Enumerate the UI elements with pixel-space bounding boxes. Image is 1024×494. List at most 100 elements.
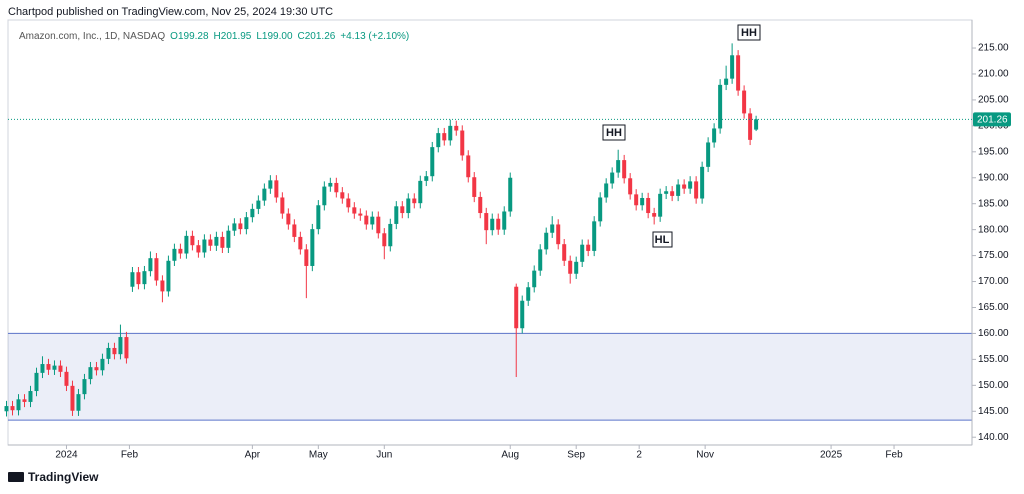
candle-body <box>166 260 171 292</box>
candle-body <box>388 223 393 247</box>
x-tick-label: May <box>309 450 328 461</box>
candle-body <box>262 188 267 201</box>
candle-body <box>424 176 429 181</box>
candle-body <box>742 90 747 114</box>
annotation-label: HH <box>606 127 622 139</box>
candle-body <box>370 216 375 225</box>
x-tick-label: 2 <box>636 450 642 461</box>
candle-body <box>688 181 693 189</box>
candle-body <box>16 399 21 411</box>
candle-body <box>70 385 75 411</box>
candle-body <box>256 200 261 209</box>
candle-body <box>658 193 663 217</box>
candle-body <box>382 233 387 247</box>
y-tick-label: 205.00 <box>978 95 1009 106</box>
candle-body <box>568 260 573 274</box>
candle-body <box>244 217 249 230</box>
candle-body <box>106 347 111 359</box>
candle-body <box>316 205 321 230</box>
candle-body <box>232 223 237 231</box>
x-tick-label: Sep <box>567 450 585 461</box>
y-tick-label: 180.00 <box>978 224 1009 235</box>
last-price-box <box>973 112 1011 127</box>
candle-body <box>154 258 159 281</box>
y-tick-label: 150.00 <box>978 380 1009 391</box>
candle-body <box>178 248 183 254</box>
candle-body <box>754 119 759 130</box>
candle-body <box>478 196 483 214</box>
candle-body <box>610 172 615 184</box>
y-tick-label: 165.00 <box>978 302 1009 313</box>
candle-body <box>160 280 165 292</box>
candle-body <box>574 261 579 274</box>
candle-body <box>304 249 309 266</box>
candle-body <box>46 364 51 370</box>
annotation-box <box>602 124 626 141</box>
candle-body <box>460 130 465 156</box>
candle-body <box>118 337 123 355</box>
x-tick-label: Feb <box>885 450 903 461</box>
candle-body <box>250 208 255 218</box>
y-tick-label: 190.00 <box>978 172 1009 183</box>
annotation-label: HL <box>655 234 670 246</box>
legend: Amazon.com, Inc., 1D, NASDAQ O199.28 H201.… <box>19 31 409 42</box>
zone <box>8 333 972 421</box>
annotation: HL <box>652 231 673 248</box>
candle-body <box>136 272 141 285</box>
candle-body <box>346 198 351 208</box>
legend-change: +4.13 (+2.10%) <box>340 31 409 42</box>
candle-body <box>172 248 177 261</box>
candle-body <box>604 183 609 198</box>
legend-high: H201.95 <box>214 31 252 42</box>
candle-body <box>376 216 381 234</box>
candle-body <box>580 244 585 262</box>
legend-low: L199.00 <box>256 31 293 42</box>
header: Chartpod published on TradingView.com, N… <box>8 6 333 18</box>
candle-body <box>706 142 711 167</box>
candle-body <box>622 160 627 179</box>
plot: 140.00 145.00 150.00 155.00 160.00 165.00 170.… <box>4 20 1011 461</box>
candle-body <box>412 198 417 204</box>
candle-body <box>58 365 63 372</box>
candle-body <box>220 236 225 248</box>
candle-body <box>400 206 405 214</box>
x-tick-label: Apr <box>245 450 261 461</box>
y-tick-label: 195.00 <box>978 146 1009 157</box>
candle-body <box>40 364 45 373</box>
y-tick-label: 210.00 <box>978 69 1009 80</box>
y-tick-label: 170.00 <box>978 276 1009 287</box>
candle-body <box>310 229 315 266</box>
candle-body <box>634 194 639 206</box>
candle-body <box>700 166 705 199</box>
y-tick-label: 215.00 <box>978 43 1009 54</box>
candle-body <box>340 192 345 199</box>
candle-body <box>466 155 471 178</box>
candle-body <box>532 270 537 288</box>
candle-body <box>94 367 99 371</box>
candle-body <box>664 191 669 194</box>
candle-body <box>124 337 129 359</box>
candle-body <box>508 177 513 212</box>
candle-body <box>88 367 93 380</box>
candle-body <box>484 213 489 231</box>
candle-body <box>52 365 57 370</box>
candle-body <box>82 379 87 395</box>
legend-text: Amazon.com, Inc., 1D, NASDAQ O199.28 H201.… <box>19 31 409 42</box>
x-tick-label: 2025 <box>820 450 843 461</box>
annotation-box <box>652 231 673 248</box>
candle-body <box>712 128 717 143</box>
annotation-box <box>737 24 761 41</box>
candle-body <box>448 125 453 141</box>
candle-body <box>724 78 729 85</box>
legend-close: C201.26 <box>298 31 336 42</box>
candle-body <box>190 235 195 246</box>
candle-body <box>268 180 273 189</box>
candle-body <box>328 182 333 187</box>
y-tick-label: 140.00 <box>978 432 1009 443</box>
candle-body <box>196 245 201 253</box>
candle-body <box>130 272 135 287</box>
candle-body <box>274 180 279 198</box>
y-tick-label: 175.00 <box>978 250 1009 261</box>
annotation: HH <box>602 124 626 141</box>
